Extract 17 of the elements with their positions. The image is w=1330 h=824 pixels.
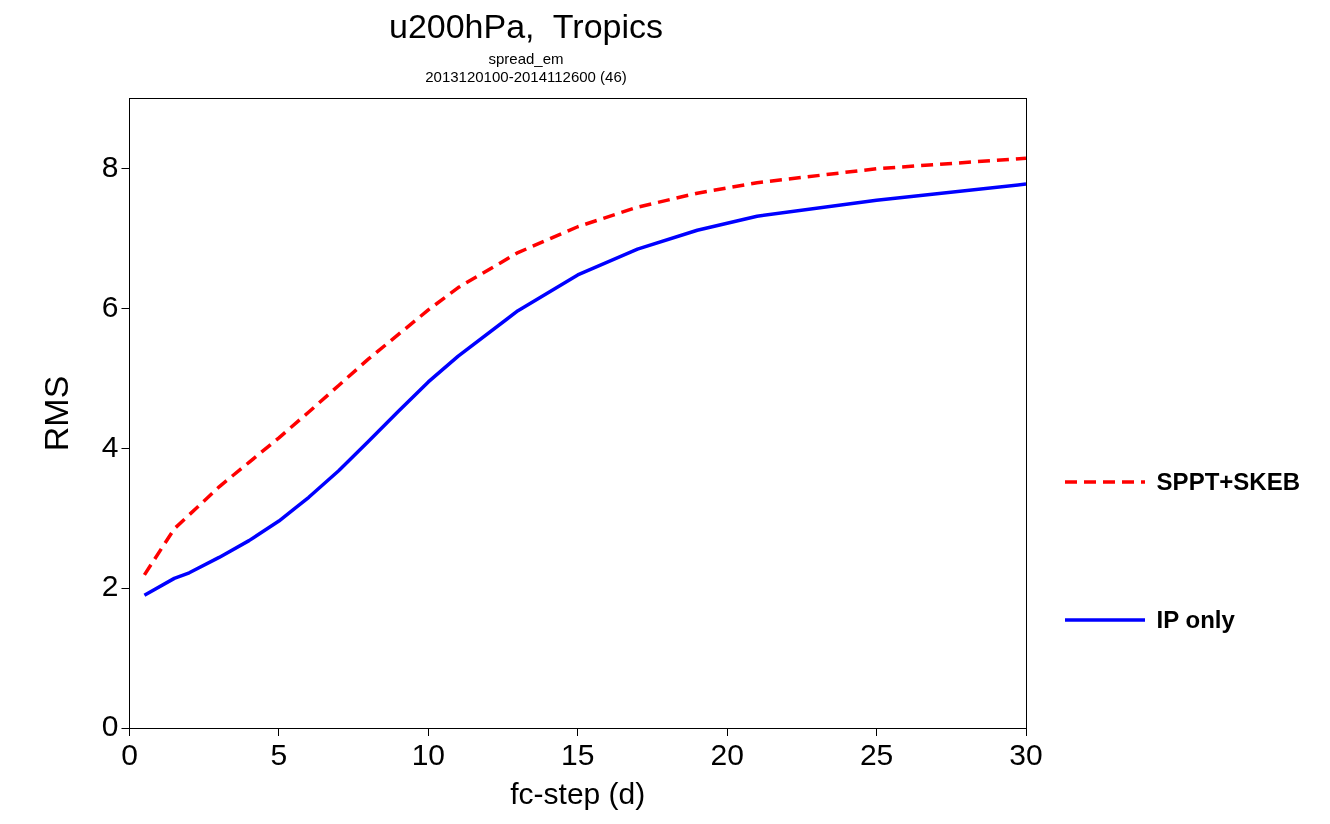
chart-title: u200hPa, Tropics [388,6,664,45]
y-tick-label: 4 [101,429,119,463]
x-tick-label: 30 [1009,738,1043,772]
x-tick-label: 20 [710,738,744,772]
y-tick-label: 6 [101,289,119,323]
legend-label: SPPT+SKEB [1156,468,1300,496]
x-axis-title: fc-step (d) [510,777,646,811]
x-tick-label: 15 [561,738,595,772]
y-tick-label: 2 [101,569,119,603]
x-tick-label: 5 [270,738,288,772]
x-tick-label: 25 [859,738,894,772]
y-tick-label: 0 [101,709,119,743]
legend-label: IP only [1156,606,1235,634]
y-axis-title: RMS [36,375,75,452]
x-tick-label: 10 [411,738,446,772]
chart-subtitle: spread_em 2013120100-2014112600 (46) [425,49,627,85]
y-tick-label: 8 [101,149,119,183]
